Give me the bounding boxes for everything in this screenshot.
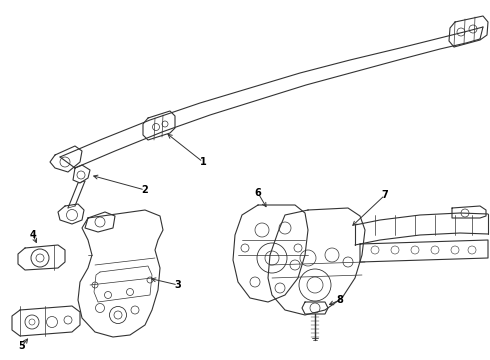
Text: 4: 4 <box>29 230 36 240</box>
Text: 3: 3 <box>174 280 181 290</box>
Text: 8: 8 <box>337 295 343 305</box>
Text: 7: 7 <box>382 190 389 200</box>
Text: 1: 1 <box>199 157 206 167</box>
Text: 2: 2 <box>142 185 148 195</box>
Text: 5: 5 <box>19 341 25 351</box>
Text: 6: 6 <box>255 188 261 198</box>
